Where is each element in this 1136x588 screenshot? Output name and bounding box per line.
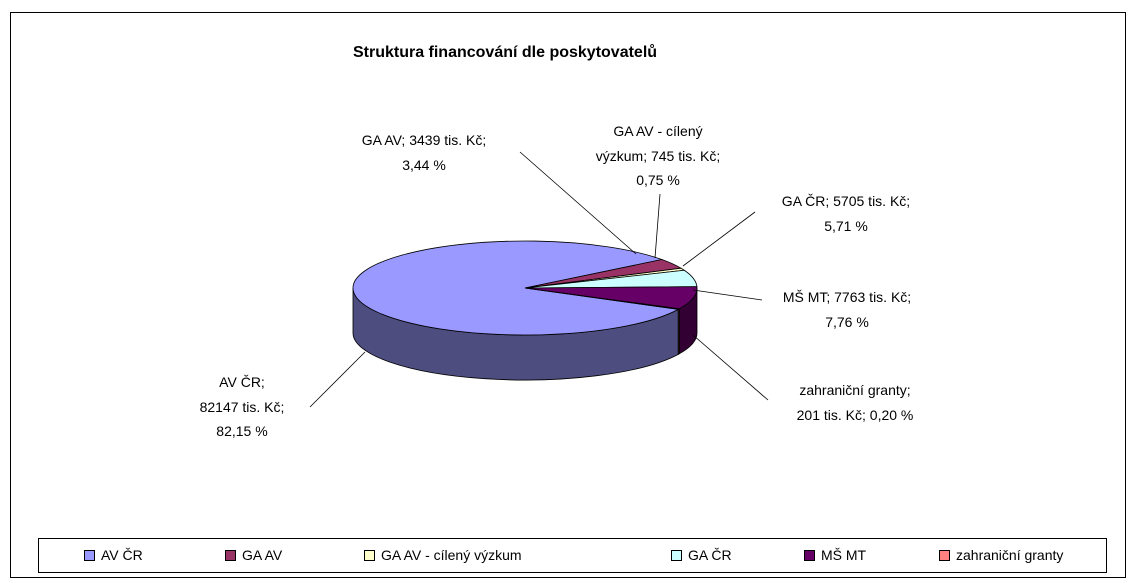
legend-item: GA AV bbox=[225, 547, 282, 563]
leader-line bbox=[692, 334, 769, 401]
leader-line bbox=[654, 193, 661, 259]
leader-line bbox=[682, 211, 756, 267]
chart-title: Struktura financování dle poskytovatelů bbox=[352, 44, 658, 61]
legend-box bbox=[38, 538, 1107, 573]
leader-line bbox=[692, 289, 763, 301]
leader-line bbox=[309, 351, 366, 408]
legend-swatch bbox=[225, 549, 236, 561]
legend-item: AV ČR bbox=[84, 547, 143, 563]
data-label: MŠ MT; 7763 tis. Kč; 7,76 % bbox=[782, 289, 912, 330]
legend-label: GA AV - cílený výzkum bbox=[381, 547, 522, 563]
legend-swatch bbox=[364, 549, 375, 561]
data-label: zahraniční granty; 201 tis. Kč; 0,20 % bbox=[796, 382, 914, 423]
legend-label: AV ČR bbox=[101, 547, 143, 563]
data-label: GA ČR; 5705 tis. Kč; 5,71 % bbox=[781, 193, 911, 234]
legend-label: MŠ MT bbox=[821, 547, 867, 563]
legend-label: zahraniční granty bbox=[956, 547, 1064, 563]
legend-item: GA ČR bbox=[671, 547, 732, 563]
data-label: AV ČR; 82147 tis. Kč; 82,15 % bbox=[199, 374, 285, 439]
leader-line bbox=[519, 151, 637, 255]
pie-slice bbox=[352, 240, 680, 336]
legend-swatch bbox=[84, 549, 95, 561]
legend-swatch bbox=[804, 549, 815, 561]
legend-label: GA AV bbox=[242, 547, 283, 563]
legend-item: GA AV - cílený výzkum bbox=[364, 547, 522, 563]
legend-swatch bbox=[671, 549, 682, 561]
legend-item: zahraniční granty bbox=[939, 547, 1063, 563]
data-label: GA AV; 3439 tis. Kč; 3,44 % bbox=[361, 132, 487, 173]
pie-slice bbox=[524, 287, 681, 310]
legend-label: GA ČR bbox=[688, 547, 732, 563]
legend-item: MŠ MT bbox=[804, 547, 866, 563]
data-label: GA AV - cílený výzkum; 745 tis. Kč; 0,75… bbox=[595, 123, 721, 188]
legend-swatch bbox=[939, 549, 950, 561]
pie-side bbox=[677, 308, 680, 356]
